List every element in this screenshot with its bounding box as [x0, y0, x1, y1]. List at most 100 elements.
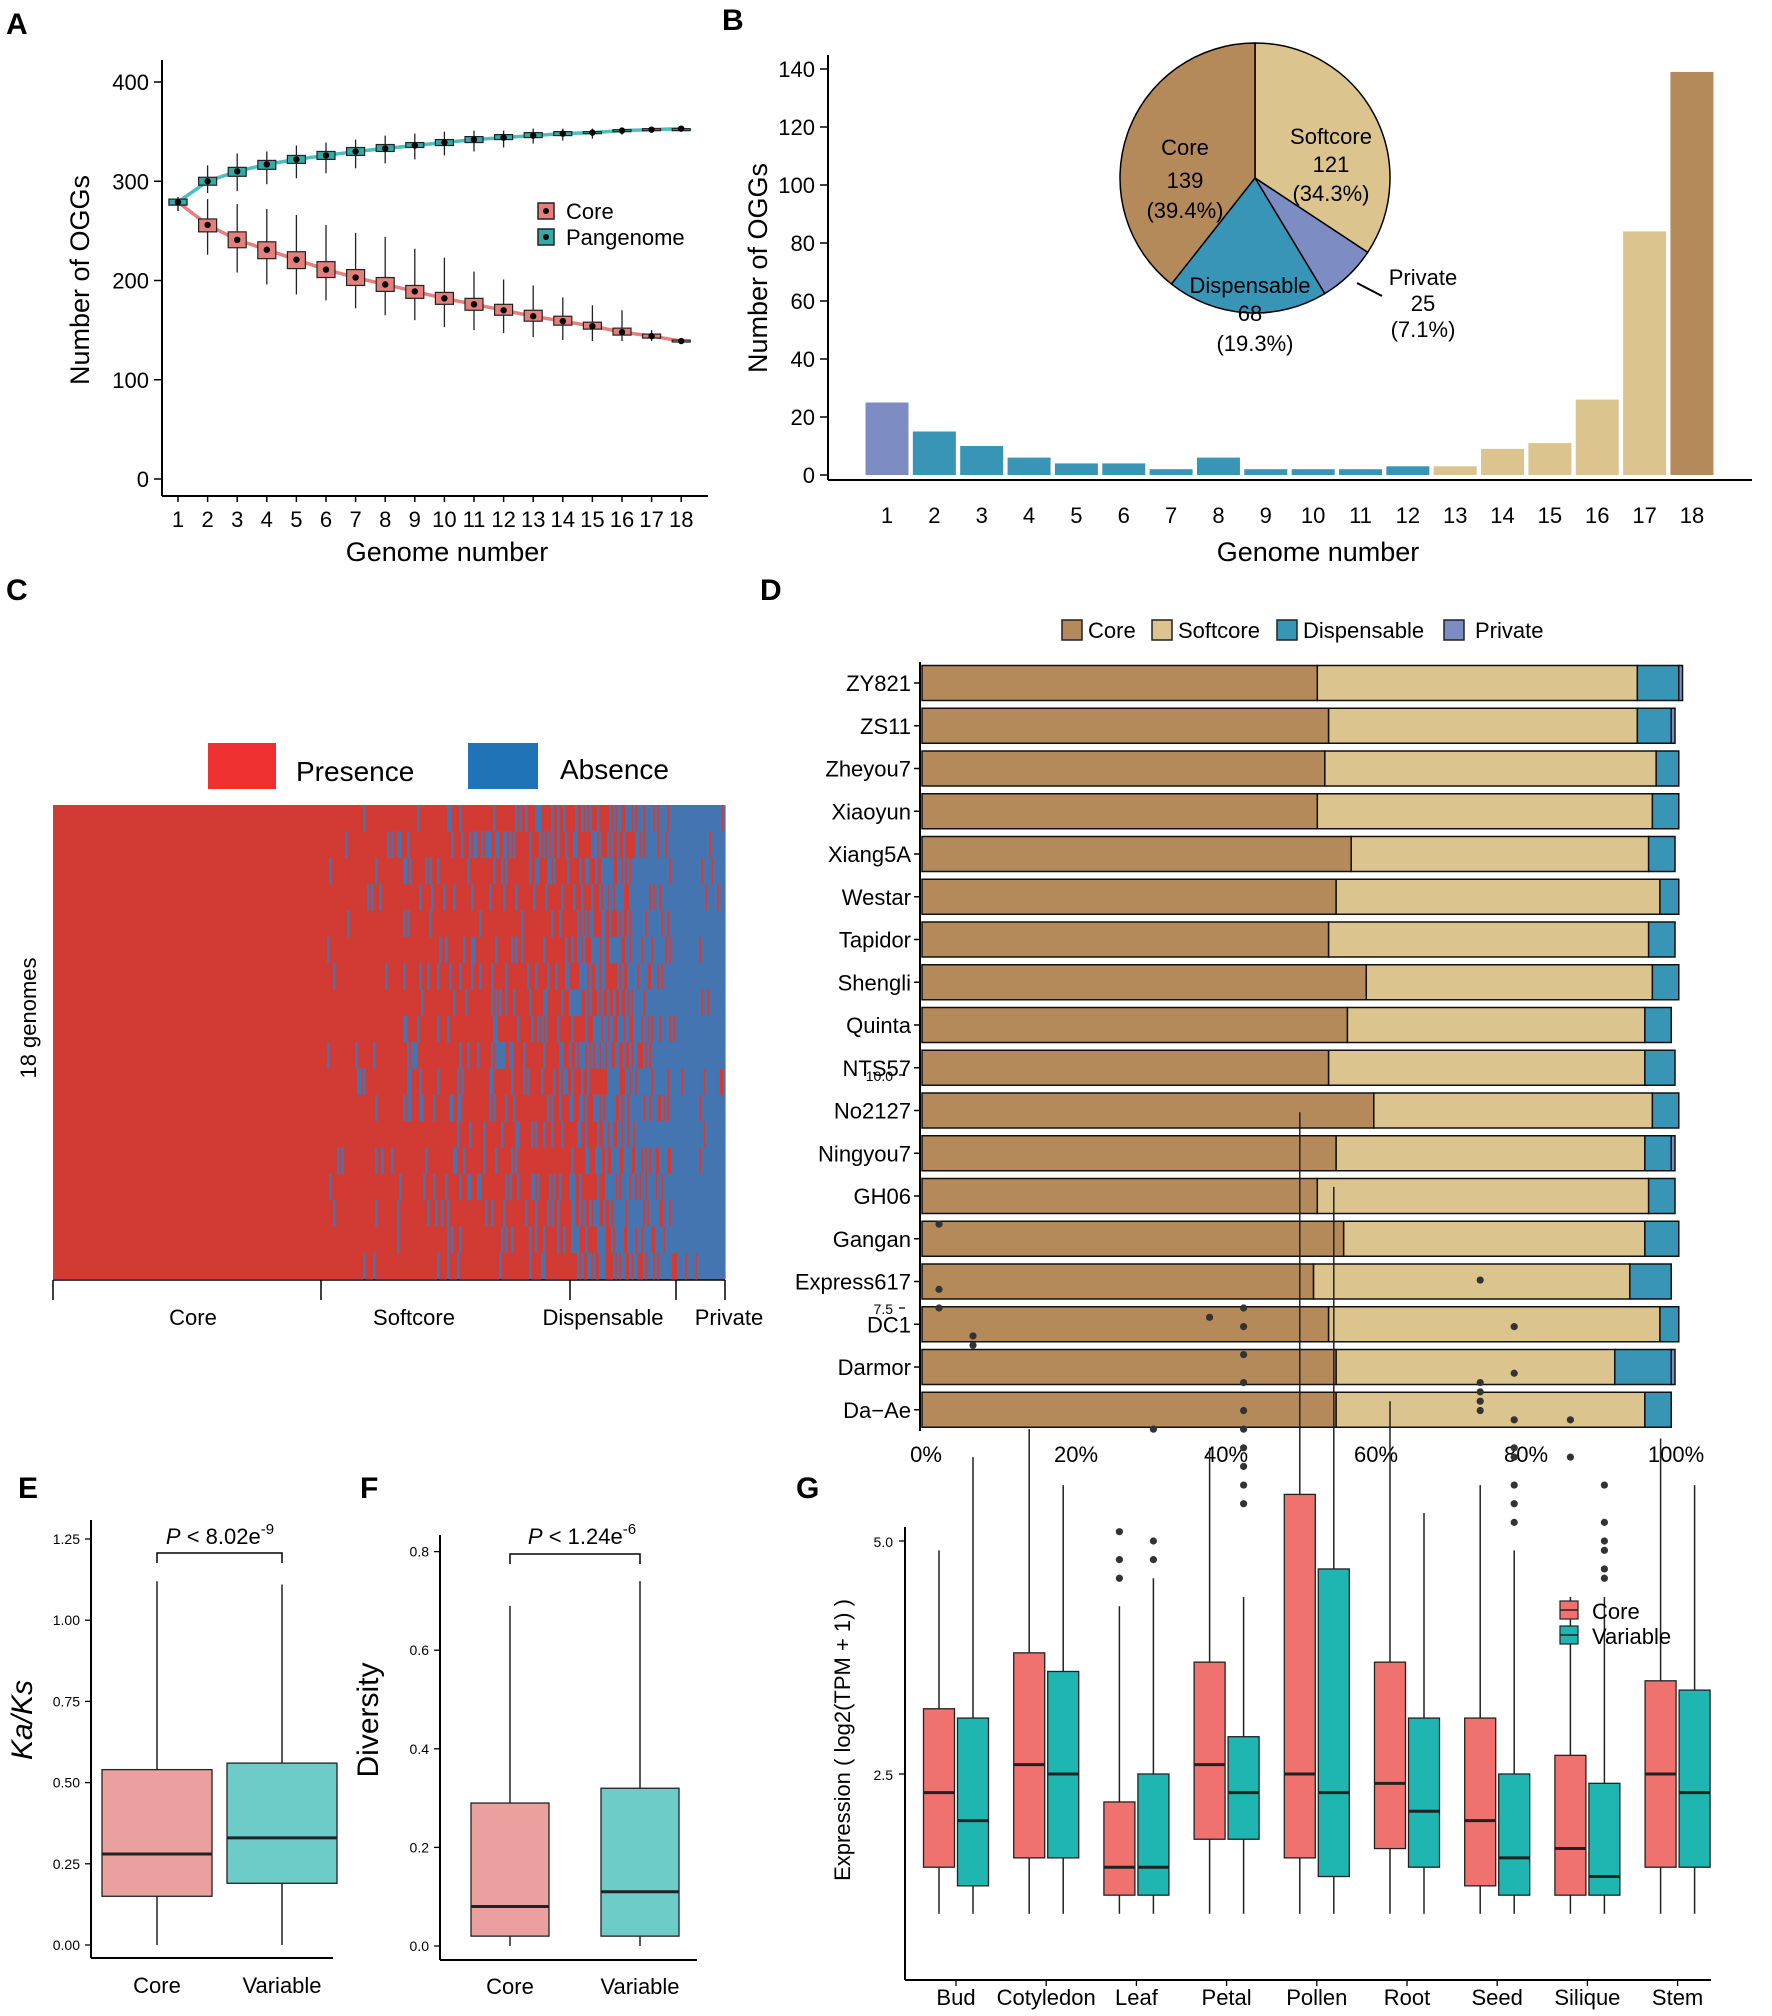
d-bar-softcore — [1316, 1177, 1650, 1215]
f-y-tick-label: 0.0 — [410, 1938, 430, 1954]
c-heatmap-absence-cell — [447, 1200, 450, 1227]
c-heatmap-absence-cell — [665, 963, 668, 990]
g-outlier-point — [1476, 1378, 1484, 1387]
g-bud-core-box — [922, 1708, 956, 1868]
d-genome-label: ZY821 — [846, 671, 911, 696]
c-heatmap-absence-cell — [617, 831, 620, 859]
c-heatmap-absence-cell — [691, 1173, 694, 1201]
c-heatmap-absence-cell — [403, 857, 406, 885]
c-heatmap-absence-cell — [597, 1094, 600, 1122]
d-genome-label: Xiaoyun — [831, 799, 911, 824]
c-heatmap-absence-cell — [693, 1042, 696, 1069]
c-heatmap-absence-cell — [707, 831, 710, 859]
c-heatmap-absence-cell — [659, 910, 662, 938]
a-core-mean-point — [352, 274, 359, 281]
c-heatmap-absence-cell — [681, 805, 684, 832]
c-heatmap-absence-cell — [651, 831, 654, 859]
c-heatmap-absence-cell — [513, 989, 516, 1017]
c-heatmap-absence-cell — [687, 989, 690, 1017]
c-heatmap-absence-cell — [453, 884, 456, 911]
d-legend-softcore-swatch — [1151, 619, 1173, 641]
b-y-label: Number of OGGs — [743, 163, 773, 373]
c-heatmap-absence-cell — [645, 1094, 648, 1122]
c-heatmap-absence-cell — [649, 1252, 652, 1280]
c-heatmap-absence-cell — [719, 1226, 722, 1254]
c-heatmap-absence-cell — [629, 989, 632, 1017]
d-legend-private-swatch — [1443, 619, 1465, 641]
c-heatmap-absence-cell — [489, 1094, 492, 1122]
c-heatmap-absence-cell — [409, 1094, 412, 1122]
c-heatmap-absence-cell — [695, 1094, 698, 1122]
c-heatmap-absence-cell — [717, 1252, 720, 1280]
a-x-tick-label: 12 — [491, 507, 515, 532]
e-pvalue-bracket — [156, 1552, 283, 1563]
g-x-tick-label: Silique — [1554, 1985, 1620, 2010]
c-heatmap-absence-cell — [683, 1068, 686, 1096]
d-bar-core — [921, 1092, 1375, 1129]
c-heatmap-absence-cell — [701, 910, 704, 938]
c-heatmap-absence-cell — [543, 1042, 546, 1069]
c-heatmap-absence-cell — [609, 1094, 612, 1122]
c-heatmap-absence-cell — [547, 831, 550, 859]
d-bar-softcore — [1327, 921, 1650, 958]
c-heatmap-absence-cell — [677, 936, 680, 964]
c-heatmap-absence-cell — [645, 936, 648, 964]
c-heatmap-absence-cell — [619, 805, 622, 832]
c-heatmap-absence-cell — [651, 1094, 654, 1122]
g-outlier-point — [1149, 1556, 1157, 1564]
c-heatmap-absence-cell — [459, 963, 462, 990]
c-heatmap-absence-cell — [631, 1121, 634, 1148]
c-heatmap-absence-cell — [723, 1173, 726, 1201]
c-heatmap-absence-cell — [645, 1200, 648, 1227]
c-heatmap-absence-cell — [659, 1147, 662, 1175]
c-heatmap-absence-cell — [695, 1068, 698, 1096]
g-x-tick-label: Seed — [1472, 1985, 1523, 2010]
c-heatmap-absence-cell — [723, 989, 726, 1017]
c-heatmap-absence-cell — [689, 831, 692, 859]
c-heatmap-absence-cell — [607, 1068, 610, 1096]
c-heatmap-absence-cell — [677, 1147, 680, 1175]
c-heatmap-absence-cell — [669, 1042, 672, 1069]
c-heatmap-absence-cell — [467, 857, 470, 885]
a-y-label: Number of OGGs — [65, 175, 95, 385]
c-heatmap-absence-cell — [417, 805, 420, 832]
c-heatmap-absence-cell — [653, 910, 656, 938]
c-heatmap-absence-cell — [473, 831, 476, 859]
c-heatmap-absence-cell — [721, 1042, 724, 1069]
c-heatmap-absence-cell — [671, 1200, 674, 1227]
a-core-mean-point — [500, 307, 507, 314]
c-heatmap-absence-cell — [715, 1121, 718, 1148]
f-pvalue-bracket — [509, 1553, 641, 1564]
c-heatmap-absence-cell — [511, 1226, 514, 1254]
c-heatmap-absence-cell — [655, 936, 658, 964]
c-heatmap-absence-cell — [503, 884, 506, 911]
b-pie-chart — [1119, 42, 1391, 314]
c-heatmap-absence-cell — [515, 1147, 518, 1175]
c-heatmap-absence-cell — [505, 989, 508, 1017]
c-heatmap-absence-cell — [579, 936, 582, 964]
c-heatmap-absence-cell — [655, 1121, 658, 1148]
pie-private-leader — [1356, 282, 1383, 297]
c-heatmap-absence-cell — [647, 1121, 650, 1148]
c-heatmap-absence-cell — [715, 831, 718, 859]
c-heatmap-absence-cell — [697, 884, 700, 911]
c-heatmap-absence-cell — [669, 884, 672, 911]
c-heatmap-absence-cell — [363, 1068, 366, 1096]
c-heatmap-absence-cell — [493, 1094, 496, 1122]
c-heatmap-absence-cell — [449, 963, 452, 990]
c-heatmap-absence-cell — [585, 1226, 588, 1254]
c-heatmap-absence-cell — [593, 1252, 596, 1280]
g-y-label: Expression ( log2(TPM + 1) ) — [830, 1599, 855, 1881]
c-heatmap-absence-cell — [423, 1173, 426, 1201]
c-heatmap-absence-cell — [667, 1226, 670, 1254]
g-outlier-point — [935, 1285, 943, 1293]
pie-private-value: 25 — [1411, 291, 1435, 316]
a-core-mean-point — [382, 281, 389, 288]
c-heatmap-absence-cell — [595, 1147, 598, 1175]
c-heatmap-absence-cell — [669, 989, 672, 1017]
c-heatmap-absence-cell — [531, 1173, 534, 1201]
c-heatmap-absence-cell — [647, 1147, 650, 1175]
c-heatmap-absence-cell — [681, 857, 684, 885]
c-heatmap-absence-cell — [685, 1068, 688, 1096]
d-genome-label: Westar — [842, 885, 911, 910]
